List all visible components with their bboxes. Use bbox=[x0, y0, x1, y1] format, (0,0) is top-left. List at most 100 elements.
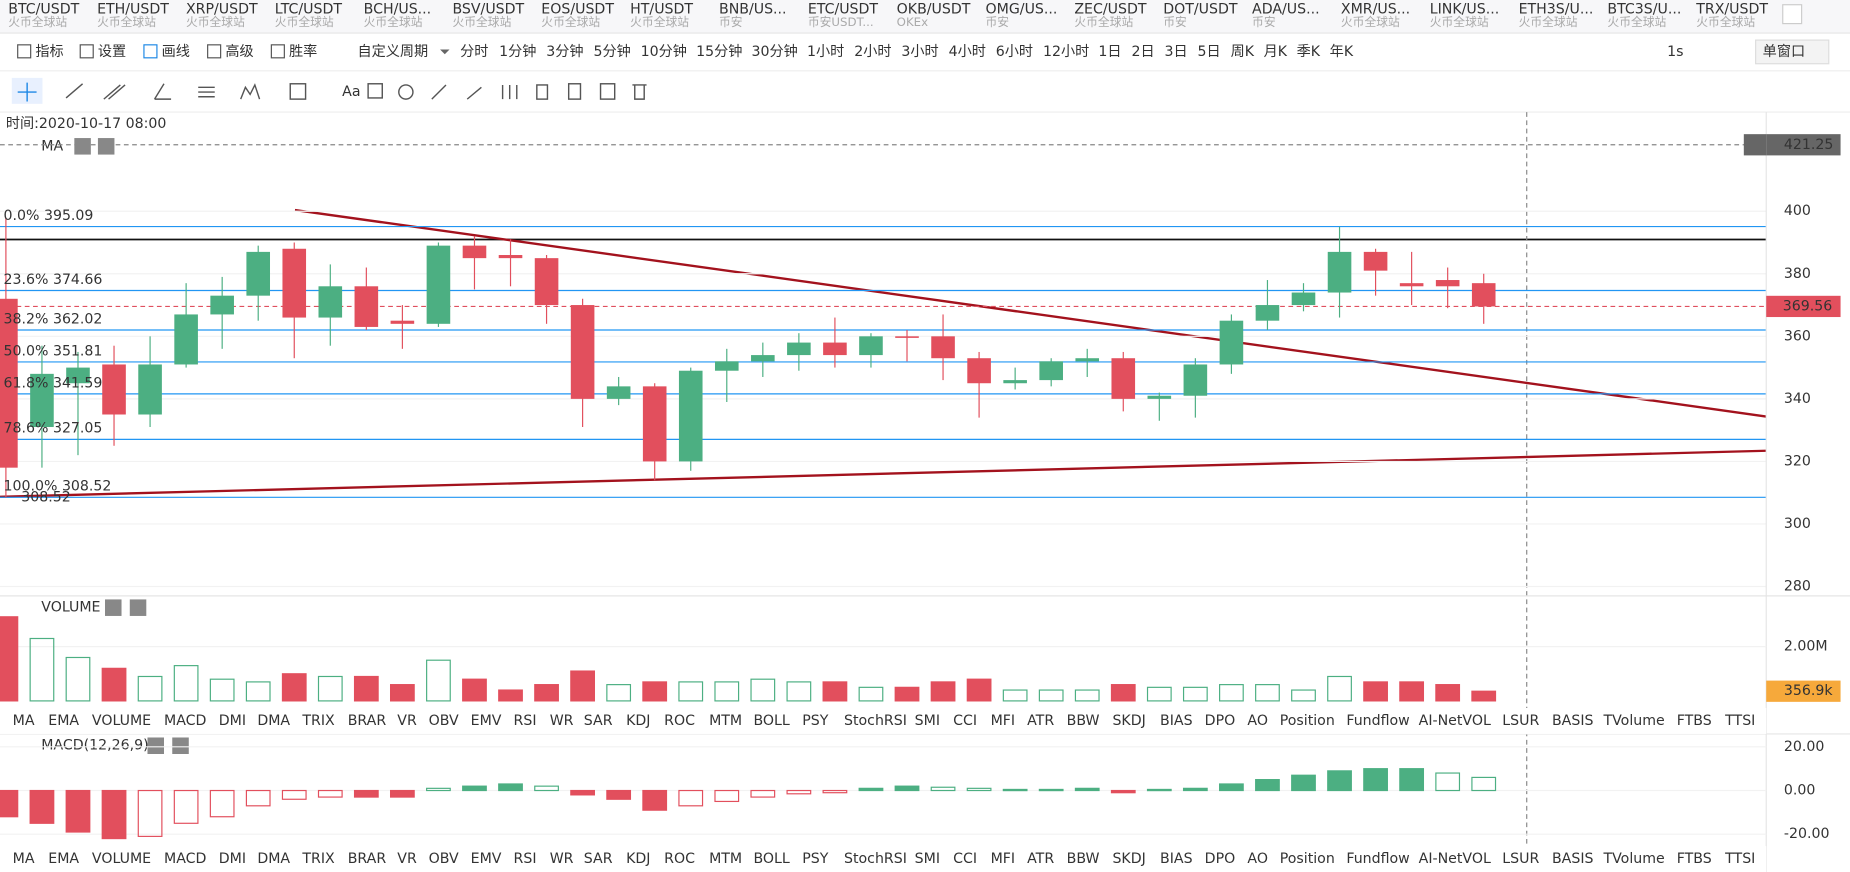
indicator-tab[interactable]: VR bbox=[397, 713, 417, 729]
indicator-tab[interactable]: OBV bbox=[429, 713, 459, 729]
indicator-tab[interactable]: RSI bbox=[514, 713, 537, 729]
indicator-tab[interactable]: KDJ bbox=[626, 851, 650, 867]
period[interactable]: 分时 bbox=[460, 44, 488, 60]
window-mode-box[interactable] bbox=[1755, 39, 1830, 65]
symbol[interactable]: DOT/USDT bbox=[1163, 1, 1238, 17]
period[interactable]: 季K bbox=[1297, 44, 1321, 60]
exchange[interactable]: 火币全球站 bbox=[1341, 15, 1400, 29]
exchange[interactable]: 火币全球站 bbox=[541, 15, 600, 29]
exchange[interactable]: 火币全球站 bbox=[1607, 15, 1666, 29]
indicator-tab[interactable]: VR bbox=[397, 851, 417, 867]
indicator-tab[interactable]: MTM bbox=[709, 851, 742, 867]
period[interactable]: 5日 bbox=[1198, 44, 1221, 60]
exchange[interactable]: 币安 bbox=[986, 15, 1010, 29]
tool-crosshair[interactable] bbox=[17, 82, 37, 102]
period[interactable]: 12小时 bbox=[1043, 44, 1089, 60]
exchange[interactable]: 火币全球站 bbox=[1519, 15, 1578, 29]
indicator-tab[interactable]: MA bbox=[13, 851, 35, 867]
exchange[interactable]: 火币全球站 bbox=[1430, 15, 1489, 29]
indicator-tab[interactable]: MACD bbox=[164, 713, 206, 729]
indicator-tab[interactable]: TTSI bbox=[1724, 851, 1755, 867]
indicator-tab[interactable]: KDJ bbox=[626, 713, 650, 729]
settings-icon[interactable] bbox=[74, 138, 91, 155]
indicator-tab[interactable]: TTSI bbox=[1724, 713, 1755, 729]
indicator-tab[interactable]: Fundflow bbox=[1346, 713, 1409, 729]
indicator-tab[interactable]: PSY bbox=[802, 713, 829, 729]
toolbar-item[interactable]: 胜率 bbox=[289, 43, 317, 60]
tool-parallel[interactable] bbox=[103, 84, 126, 100]
exchange[interactable]: 火币全球站 bbox=[97, 15, 156, 29]
symbol[interactable]: BSV/USDT bbox=[452, 1, 524, 17]
indicator-tab[interactable]: SMI bbox=[915, 713, 940, 729]
indicator-tab[interactable]: DMA bbox=[257, 851, 290, 867]
tool-fib[interactable] bbox=[198, 86, 215, 98]
tool-ruler[interactable] bbox=[431, 84, 447, 100]
symbol[interactable]: LINK/US... bbox=[1430, 1, 1499, 17]
period[interactable]: 3小时 bbox=[901, 44, 938, 60]
settings-icon[interactable] bbox=[147, 737, 164, 755]
symbol[interactable]: BNB/US... bbox=[719, 1, 787, 17]
indicator-tab[interactable]: AI-NetVOL bbox=[1419, 851, 1491, 867]
indicator-tab[interactable]: EMA bbox=[48, 713, 79, 729]
indicator-tab[interactable]: DPO bbox=[1205, 713, 1236, 729]
period[interactable]: 2小时 bbox=[854, 44, 891, 60]
indicator-tab[interactable]: BRAR bbox=[348, 713, 387, 729]
symbol[interactable]: ETC/USDT bbox=[808, 1, 879, 17]
symbol[interactable]: BTC/USDT bbox=[8, 1, 79, 17]
indicator-tab[interactable]: BBW bbox=[1067, 851, 1100, 867]
indicator-tab[interactable]: BASIS bbox=[1552, 713, 1594, 729]
indicator-tab[interactable]: ROC bbox=[664, 713, 695, 729]
exchange[interactable]: 火币全球站 bbox=[1074, 15, 1133, 29]
exchange[interactable]: 币安 bbox=[1163, 15, 1187, 29]
period[interactable]: 年K bbox=[1330, 44, 1354, 60]
indicator-tab[interactable]: BASIS bbox=[1552, 851, 1594, 867]
symbol[interactable]: ETH3S/U... bbox=[1519, 1, 1594, 17]
indicator-tab[interactable]: ATR bbox=[1027, 713, 1054, 729]
indicator-tab[interactable]: CCI bbox=[953, 713, 977, 729]
indicator-tab[interactable]: TVolume bbox=[1602, 713, 1664, 729]
symbol[interactable]: XMR/US... bbox=[1341, 1, 1410, 17]
period[interactable]: 3分钟 bbox=[546, 43, 583, 60]
indicator-tab[interactable]: StochRSI bbox=[844, 851, 907, 867]
indicator-tab[interactable]: VOLUME bbox=[92, 851, 151, 867]
indicator-tab[interactable]: ATR bbox=[1027, 851, 1054, 867]
tool-delete[interactable] bbox=[632, 84, 647, 100]
indicator-tab[interactable]: MFI bbox=[991, 713, 1016, 729]
indicator-tab[interactable]: CCI bbox=[953, 851, 977, 867]
indicator-tab[interactable]: EMV bbox=[471, 713, 502, 729]
period[interactable]: 2日 bbox=[1131, 44, 1154, 60]
period[interactable]: 5分钟 bbox=[593, 43, 630, 60]
tool-wave[interactable] bbox=[240, 83, 261, 100]
symbol[interactable]: HT/USDT bbox=[630, 1, 693, 17]
tool-text[interactable]: Aa bbox=[342, 84, 360, 100]
tool-copy[interactable] bbox=[567, 83, 582, 100]
tool-bars[interactable] bbox=[501, 84, 518, 100]
indicator-tab[interactable]: SKDJ bbox=[1112, 713, 1145, 729]
exchange[interactable]: 火币全球站 bbox=[186, 15, 245, 29]
indicator-tab[interactable]: RSI bbox=[514, 851, 537, 867]
indicator-tab[interactable]: TVolume bbox=[1602, 851, 1664, 867]
add-tab[interactable] bbox=[1782, 4, 1803, 25]
indicator-tab[interactable]: StochRSI bbox=[844, 713, 907, 729]
indicator-tab[interactable]: MTM bbox=[709, 713, 742, 729]
indicator-tab[interactable]: WR bbox=[550, 851, 574, 867]
indicator-tab[interactable]: DMI bbox=[219, 713, 246, 729]
crosshair-add[interactable] bbox=[1743, 134, 1767, 156]
tool-shape[interactable] bbox=[398, 84, 414, 100]
symbol[interactable]: BTC3S/U... bbox=[1607, 1, 1681, 17]
indicator-tab[interactable]: AO bbox=[1247, 851, 1268, 867]
indicator-tab[interactable]: LSUR bbox=[1502, 851, 1539, 867]
exchange[interactable]: 火币全球站 bbox=[275, 15, 334, 29]
period[interactable]: 1日 bbox=[1098, 44, 1121, 60]
indicator-tab[interactable]: Fundflow bbox=[1346, 851, 1409, 867]
indicator-tab[interactable]: BOLL bbox=[753, 851, 789, 867]
symbol[interactable]: BCH/US... bbox=[364, 1, 432, 17]
indicator-tab[interactable]: MACD bbox=[164, 851, 206, 867]
indicator-tab[interactable]: BIAS bbox=[1160, 713, 1193, 729]
tool-pen[interactable] bbox=[466, 86, 482, 100]
indicator-tab[interactable]: EMA bbox=[48, 851, 79, 867]
symbol[interactable]: XRP/USDT bbox=[186, 1, 258, 17]
tool-magnet[interactable] bbox=[367, 83, 383, 99]
indicator-tab[interactable]: AI-NetVOL bbox=[1419, 713, 1491, 729]
tool-line[interactable] bbox=[65, 83, 84, 99]
